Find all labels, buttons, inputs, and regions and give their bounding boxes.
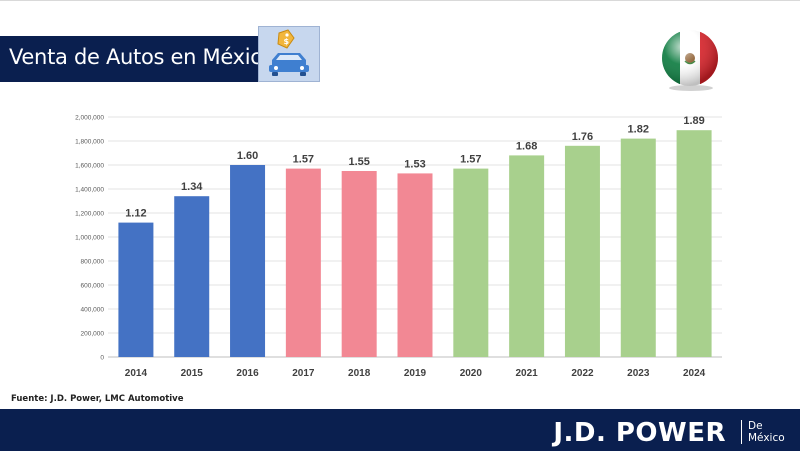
- bar-2024: [676, 130, 712, 357]
- data-label: 1.68: [516, 140, 537, 152]
- data-label: 1.57: [460, 154, 481, 166]
- bar-2015: [174, 196, 210, 357]
- bar-2023: [620, 138, 656, 357]
- mexico-flag-ball-icon: [656, 26, 724, 94]
- bar-2016: [230, 165, 266, 357]
- y-tick-label: 1,800,000: [75, 139, 104, 146]
- x-tick-label: 2020: [460, 368, 483, 379]
- x-tick-label: 2019: [404, 368, 427, 379]
- x-tick-label: 2017: [292, 368, 315, 379]
- data-label: 1.60: [237, 150, 258, 162]
- x-tick-label: 2023: [627, 368, 650, 379]
- x-tick-label: 2018: [348, 368, 371, 379]
- brand-region-line1: De: [748, 420, 763, 432]
- brand-logo: J.D. POWER: [553, 418, 726, 448]
- bar-2017: [285, 168, 321, 357]
- x-tick-label: 2024: [683, 368, 706, 379]
- bar-2021: [509, 155, 545, 357]
- car-icon: [269, 53, 309, 76]
- y-tick-label: 1,600,000: [75, 163, 104, 170]
- y-tick-label: 0: [100, 355, 104, 362]
- x-tick-label: 2015: [181, 368, 204, 379]
- bar-2014: [118, 222, 154, 357]
- data-label: 1.12: [125, 208, 146, 220]
- data-label: 1.76: [572, 131, 593, 143]
- x-tick-label: 2022: [571, 368, 594, 379]
- data-label: 1.55: [348, 156, 369, 168]
- svg-text:$: $: [284, 37, 290, 46]
- x-tick-label: 2016: [236, 368, 259, 379]
- y-tick-label: 600,000: [81, 283, 105, 290]
- brand-divider: [741, 420, 742, 444]
- y-tick-label: 1,000,000: [75, 235, 104, 242]
- data-label: 1.89: [683, 115, 704, 127]
- data-label: 1.53: [404, 158, 425, 170]
- y-tick-label: 2,000,000: [75, 115, 104, 122]
- bar-2022: [564, 145, 600, 357]
- x-tick-label: 2021: [516, 368, 539, 379]
- y-tick-label: 1,400,000: [75, 187, 104, 194]
- brand-region: De México: [748, 420, 785, 444]
- y-tick-label: 400,000: [81, 307, 105, 314]
- source-note: Fuente: J.D. Power, LMC Automotive: [11, 394, 184, 404]
- bar-2018: [341, 171, 377, 357]
- data-label: 1.82: [628, 124, 649, 136]
- bar-2020: [453, 168, 489, 357]
- y-tick-label: 200,000: [81, 331, 105, 338]
- data-label: 1.57: [293, 154, 314, 166]
- title-bar: Venta de Autos en México: [0, 36, 274, 82]
- x-tick-label: 2014: [125, 368, 148, 379]
- y-tick-label: 1,200,000: [75, 211, 104, 218]
- price-tag-icon: $: [277, 29, 295, 49]
- page-title: Venta de Autos en México: [9, 45, 275, 69]
- y-tick-label: 800,000: [81, 259, 105, 266]
- top-divider: [0, 0, 800, 1]
- data-label: 1.34: [181, 181, 203, 193]
- bar-2019: [397, 173, 433, 357]
- sales-bar-chart: 0 200,000 400,000 600,000 800,000 1,000,000 1,…: [75, 115, 722, 379]
- car-price-tag-icon: $: [258, 26, 320, 82]
- footer-bar: J.D. POWER De México: [0, 409, 800, 451]
- brand-region-line2: México: [748, 432, 785, 444]
